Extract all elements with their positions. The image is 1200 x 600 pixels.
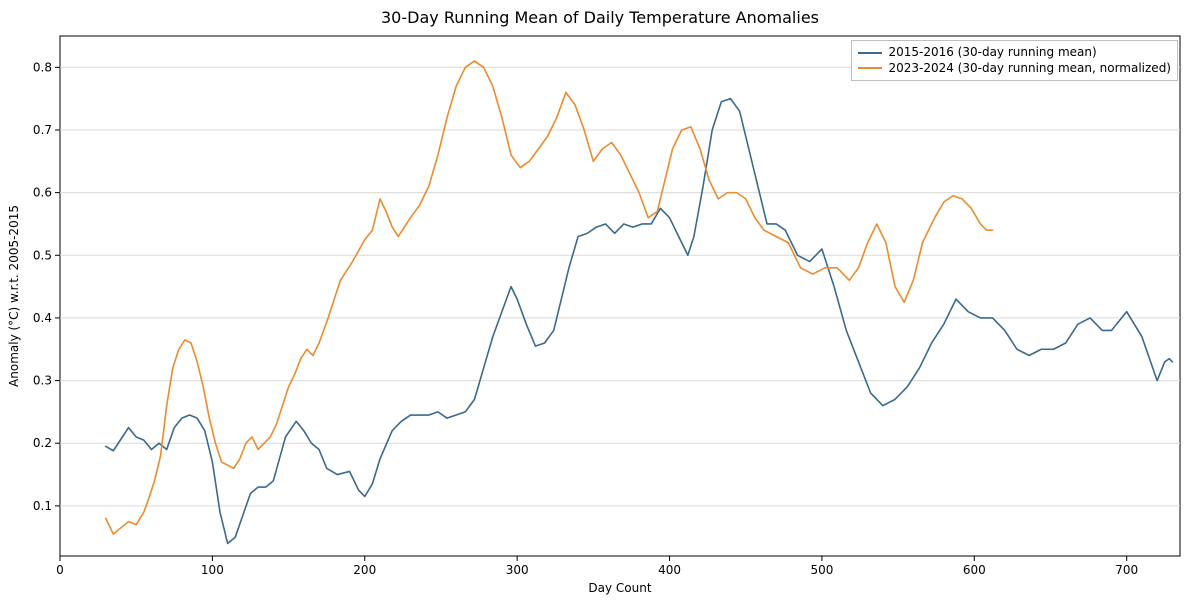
svg-text:0.7: 0.7 (33, 123, 52, 137)
svg-text:300: 300 (506, 563, 529, 577)
svg-text:400: 400 (658, 563, 681, 577)
legend-item-series_b: 2023-2024 (30-day running mean, normaliz… (858, 61, 1171, 77)
legend-label: 2023-2024 (30-day running mean, normaliz… (888, 61, 1171, 77)
svg-text:0.6: 0.6 (33, 186, 52, 200)
svg-text:0.5: 0.5 (33, 248, 52, 262)
chart-container: 30-Day Running Mean of Daily Temperature… (0, 0, 1200, 600)
svg-text:0.3: 0.3 (33, 374, 52, 388)
svg-text:0.2: 0.2 (33, 436, 52, 450)
svg-text:100: 100 (201, 563, 224, 577)
legend-label: 2015-2016 (30-day running mean) (888, 45, 1096, 61)
svg-text:200: 200 (353, 563, 376, 577)
svg-text:700: 700 (1115, 563, 1138, 577)
legend-swatch-icon (858, 52, 882, 54)
legend-swatch-icon (858, 67, 882, 69)
svg-text:500: 500 (810, 563, 833, 577)
x-axis-label: Day Count (588, 581, 651, 595)
chart-svg: 0 100 200 300 400 500 600 700 0.1 0.2 0.3 0.4 0.5 0.6… (0, 0, 1200, 600)
svg-text:0.1: 0.1 (33, 499, 52, 513)
legend: 2015-2016 (30-day running mean)2023-2024… (851, 40, 1178, 81)
svg-text:0.8: 0.8 (33, 60, 52, 74)
svg-text:600: 600 (963, 563, 986, 577)
legend-item-series_a: 2015-2016 (30-day running mean) (858, 45, 1171, 61)
y-axis-label: Anomaly (°C) w.r.t. 2005-2015 (7, 205, 21, 387)
svg-text:0: 0 (56, 563, 64, 577)
svg-text:0.4: 0.4 (33, 311, 52, 325)
plot-area (60, 36, 1180, 556)
